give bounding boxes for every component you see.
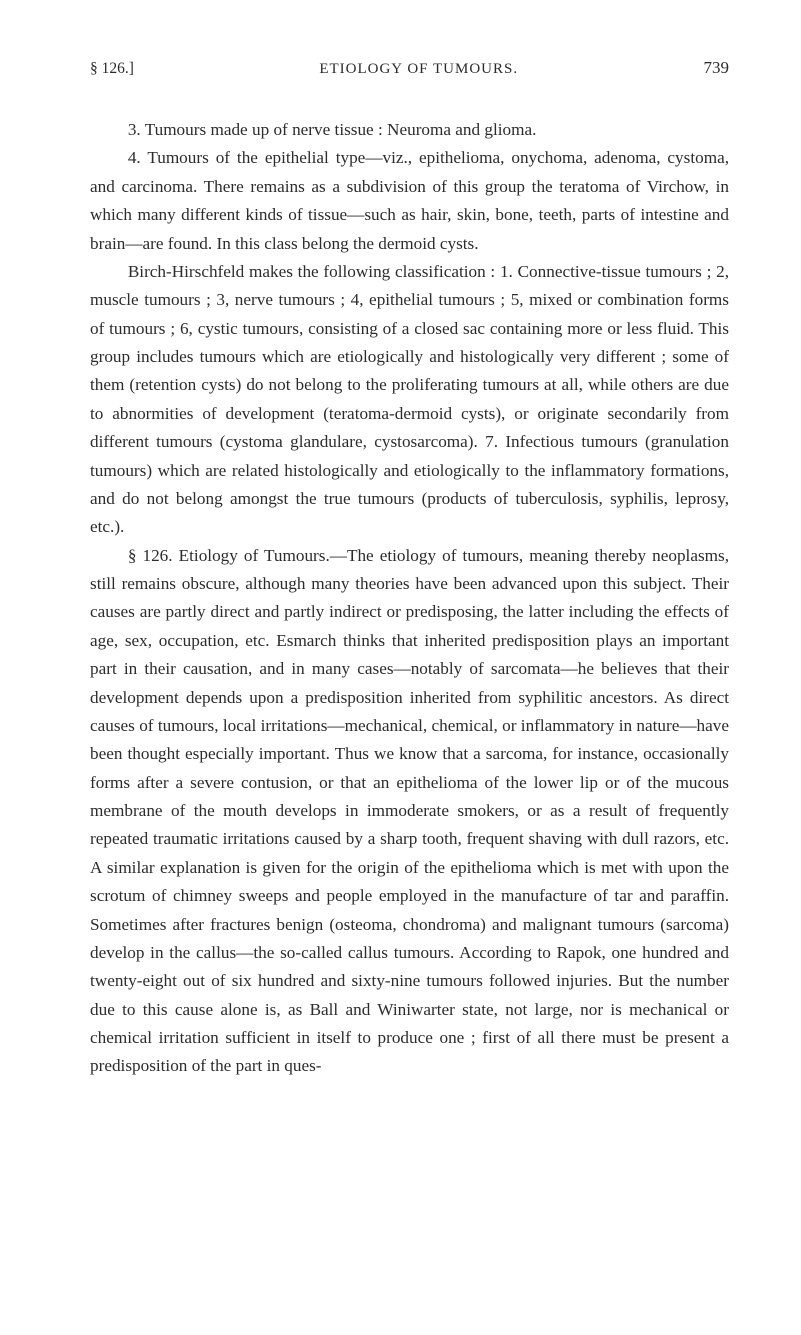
- header-title: ETIOLOGY OF TUMOURS.: [319, 61, 518, 78]
- header-page-number: 739: [704, 58, 730, 78]
- body-text: 3. Tumours made up of nerve tissue : Neu…: [90, 116, 729, 1081]
- page-header: § 126.] ETIOLOGY OF TUMOURS. 739: [90, 58, 729, 78]
- header-section: § 126.]: [90, 60, 134, 78]
- paragraph-4: § 126. Etiology of Tumours.—The etiology…: [90, 542, 729, 1081]
- paragraph-3: Birch-Hirschfeld makes the following cla…: [90, 258, 729, 542]
- paragraph-1: 3. Tumours made up of nerve tissue : Neu…: [90, 116, 729, 144]
- paragraph-2: 4. Tumours of the epithelial type—viz., …: [90, 144, 729, 258]
- page-container: § 126.] ETIOLOGY OF TUMOURS. 739 3. Tumo…: [0, 0, 801, 1141]
